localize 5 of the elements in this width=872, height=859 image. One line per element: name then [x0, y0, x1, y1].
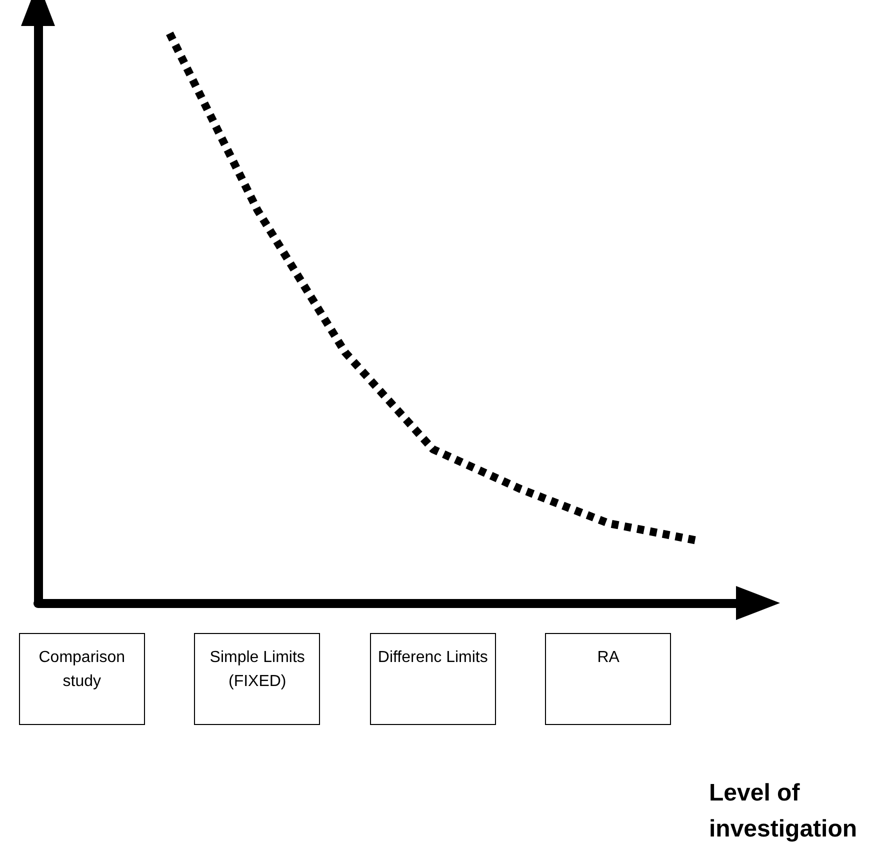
x-tick-label: Differenc Limits — [370, 633, 496, 725]
x-tick-label: Simple Limits (FIXED) — [194, 633, 320, 725]
x-axis-title: Level of investigation — [709, 780, 858, 842]
x-tick-label: RA — [545, 633, 672, 725]
x-tick-label: Comparison study — [18, 633, 145, 725]
